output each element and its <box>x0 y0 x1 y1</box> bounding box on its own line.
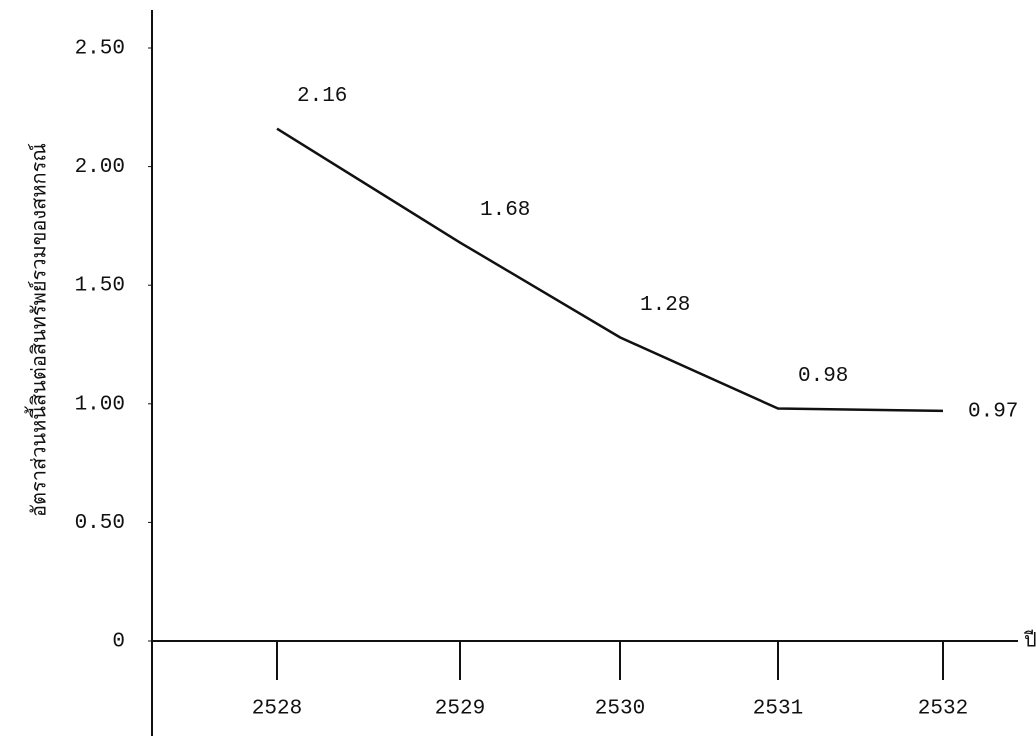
data-label: 1.68 <box>480 199 530 222</box>
x-tick-label: 2528 <box>252 698 302 721</box>
data-label: 0.97 <box>968 400 1018 423</box>
x-tick-label: 2530 <box>595 698 645 721</box>
y-tick-label: 0 <box>112 631 125 654</box>
y-tick-label: 1.00 <box>75 393 125 416</box>
x-tick-label: 2532 <box>918 698 968 721</box>
line <box>276 127 944 413</box>
y-tick-label: 2.50 <box>75 38 125 61</box>
x-axis-title: ปี <box>1024 628 1036 652</box>
x-tick-label: 2529 <box>435 698 485 721</box>
data-label: 2.16 <box>297 85 347 108</box>
data-label: 0.98 <box>798 365 848 388</box>
x-tick-label: 2531 <box>753 698 803 721</box>
data-label: 1.28 <box>640 294 690 317</box>
y-tick-label: 2.00 <box>75 156 125 179</box>
y-axis-title: อัตราส่วนหนี้สินต่อสินทรัพย์รวมของสหกรณ์ <box>25 143 51 517</box>
y-tick-label: 0.50 <box>75 512 125 535</box>
y-tick-label: 1.50 <box>75 275 125 298</box>
